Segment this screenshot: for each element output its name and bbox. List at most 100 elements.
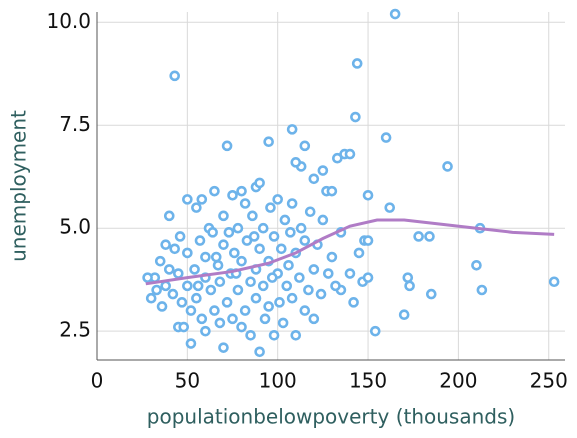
point <box>145 292 157 304</box>
point <box>424 231 435 242</box>
point <box>263 301 274 312</box>
point <box>151 284 162 296</box>
y-tick-label: 2.5 <box>59 318 91 342</box>
point <box>236 185 247 197</box>
x-tick-label: 50 <box>175 369 200 393</box>
point <box>250 292 262 304</box>
point <box>218 210 229 222</box>
point <box>369 325 381 337</box>
point <box>308 264 320 275</box>
point <box>173 268 184 279</box>
point <box>254 177 265 189</box>
y-tick-label: 7.5 <box>59 112 91 136</box>
point <box>232 222 244 234</box>
point <box>351 58 363 69</box>
point <box>353 247 365 259</box>
point <box>295 222 307 234</box>
point <box>442 161 453 172</box>
point <box>476 284 488 296</box>
point <box>286 198 298 209</box>
x-tick-label: 0 <box>91 369 104 393</box>
point <box>348 297 359 308</box>
point <box>182 247 193 259</box>
point <box>196 194 208 205</box>
x-tick-label: 200 <box>439 369 477 393</box>
point <box>169 243 180 255</box>
point <box>191 202 202 213</box>
point <box>160 280 171 292</box>
point <box>236 321 247 333</box>
point <box>425 288 437 300</box>
point <box>290 157 302 168</box>
point <box>322 268 334 279</box>
point <box>229 247 240 259</box>
point <box>548 276 560 288</box>
point <box>210 251 222 263</box>
point <box>315 288 327 300</box>
point <box>239 198 251 209</box>
point <box>189 264 200 275</box>
point <box>268 329 280 341</box>
y-tick-label: 5.0 <box>59 215 91 239</box>
point <box>384 202 396 213</box>
point <box>304 206 316 218</box>
point <box>362 189 374 201</box>
point <box>221 140 233 152</box>
point <box>247 210 258 222</box>
point <box>212 259 224 271</box>
point <box>163 264 175 275</box>
x-axis-label: populationbelowpoverty (thousands) <box>147 405 515 429</box>
point <box>285 227 296 238</box>
point <box>398 309 410 320</box>
point <box>257 280 269 292</box>
point <box>167 288 179 300</box>
x-tick-label: 100 <box>259 369 297 393</box>
point <box>223 227 235 238</box>
point <box>290 329 302 341</box>
point <box>330 280 341 292</box>
point <box>326 251 338 263</box>
point <box>174 231 186 242</box>
point <box>245 276 256 288</box>
point <box>263 136 274 148</box>
point <box>274 297 285 308</box>
point <box>214 317 226 329</box>
point <box>169 70 180 82</box>
point <box>160 239 171 250</box>
point <box>265 202 276 213</box>
point <box>268 231 280 242</box>
point <box>221 297 233 308</box>
point <box>176 297 188 308</box>
point <box>196 313 208 325</box>
point <box>254 346 265 358</box>
point <box>227 313 238 325</box>
y-axis-label: unemployment <box>7 110 31 262</box>
point <box>194 235 206 246</box>
point <box>344 268 356 279</box>
point <box>299 305 311 316</box>
point <box>214 276 226 288</box>
point <box>259 313 271 325</box>
point <box>232 284 244 296</box>
point <box>317 214 329 226</box>
point <box>286 124 298 135</box>
point <box>266 272 278 283</box>
point <box>362 235 374 246</box>
point <box>257 222 269 234</box>
point <box>178 321 190 333</box>
point <box>294 272 305 283</box>
point <box>185 338 197 349</box>
point <box>299 140 311 152</box>
point <box>277 317 289 329</box>
point <box>281 280 293 292</box>
point <box>279 214 291 226</box>
point <box>326 185 338 197</box>
point <box>245 329 256 341</box>
x-tick-label: 150 <box>349 369 387 393</box>
point <box>227 189 238 201</box>
trend-line <box>145 218 555 286</box>
point <box>389 8 401 20</box>
point <box>248 231 260 242</box>
point <box>200 325 211 337</box>
